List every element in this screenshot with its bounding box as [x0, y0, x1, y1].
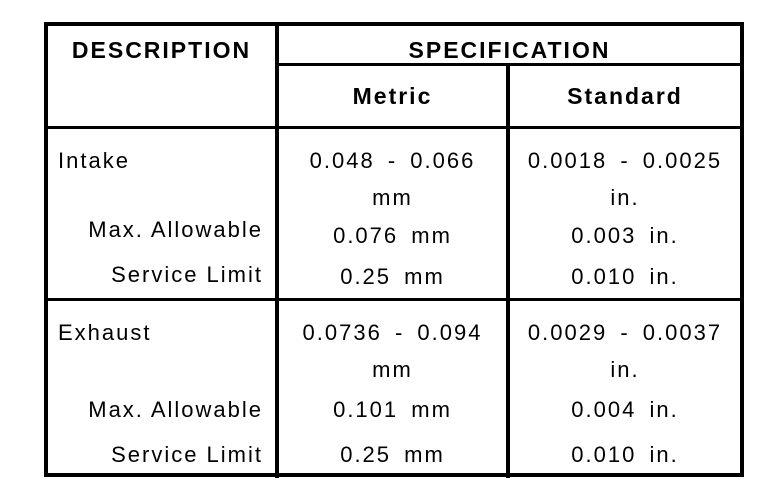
exhaust-metric-range-value: 0.0736 - 0.094	[302, 320, 483, 345]
standard-column-header: Standard	[510, 66, 740, 126]
intake-service-limit-standard: 0.010 in.	[571, 264, 679, 290]
metric-header-label: Metric	[352, 82, 433, 109]
exhaust-metric-range-unit: mm	[372, 357, 413, 382]
intake-max-allowable-metric: 0.076 mm	[333, 223, 452, 249]
intake-standard-range: 0.0018 - 0.0025 in.	[510, 129, 740, 216]
exhaust-service-limit-standard: 0.010 in.	[571, 442, 679, 467]
intake-service-limit-label: Service Limit	[111, 262, 263, 287]
intake-labels-cell: Intake Max. Allowable Service Limit	[48, 126, 279, 298]
exhaust-max-allowable-label: Max. Allowable	[88, 397, 263, 422]
exhaust-standard-range: 0.0029 - 0.0037 in.	[510, 301, 740, 388]
intake-standard-range-unit: in.	[610, 185, 640, 210]
exhaust-max-allowable-metric: 0.101 mm	[333, 397, 452, 422]
exhaust-standard-range-unit: in.	[610, 357, 640, 382]
intake-standard-range-value: 0.0018 - 0.0025	[527, 148, 723, 173]
exhaust-standard-range-value: 0.0029 - 0.0037	[527, 320, 723, 345]
exhaust-labels-cell: Exhaust Max. Allowable Service Limit	[48, 298, 279, 478]
specification-header-label: SPECIFICATION	[408, 37, 611, 63]
intake-max-allowable-standard: 0.003 in.	[571, 223, 679, 249]
exhaust-standard-cell: 0.0029 - 0.0037 in. 0.004 in. 0.010 in.	[510, 298, 740, 478]
intake-max-allowable-label: Max. Allowable	[88, 217, 263, 242]
standard-header-label: Standard	[567, 82, 683, 109]
intake-metric-cell: 0.048 - 0.066 mm 0.076 mm 0.25 mm	[279, 126, 510, 298]
intake-metric-range: 0.048 - 0.066 mm	[279, 129, 506, 216]
exhaust-metric-range: 0.0736 - 0.094 mm	[279, 301, 506, 388]
metric-column-header: Metric	[279, 66, 510, 126]
exhaust-service-limit-metric: 0.25 mm	[340, 442, 445, 467]
description-column-header: DESCRIPTION	[48, 26, 279, 126]
intake-service-limit-metric: 0.25 mm	[340, 264, 445, 290]
intake-metric-range-value: 0.048 - 0.066	[309, 148, 476, 173]
description-header-label: DESCRIPTION	[71, 37, 252, 63]
intake-metric-range-unit: mm	[372, 185, 413, 210]
exhaust-row-label: Exhaust	[58, 320, 152, 345]
exhaust-metric-cell: 0.0736 - 0.094 mm 0.101 mm 0.25 mm	[279, 298, 510, 478]
exhaust-service-limit-label: Service Limit	[111, 442, 263, 467]
intake-row-label: Intake	[58, 148, 130, 173]
exhaust-max-allowable-standard: 0.004 in.	[571, 397, 679, 422]
intake-standard-cell: 0.0018 - 0.0025 in. 0.003 in. 0.010 in.	[510, 126, 740, 298]
valve-clearance-specification-table: DESCRIPTION SPECIFICATION Metric Standar…	[44, 22, 744, 478]
specification-column-header: SPECIFICATION	[279, 26, 740, 66]
